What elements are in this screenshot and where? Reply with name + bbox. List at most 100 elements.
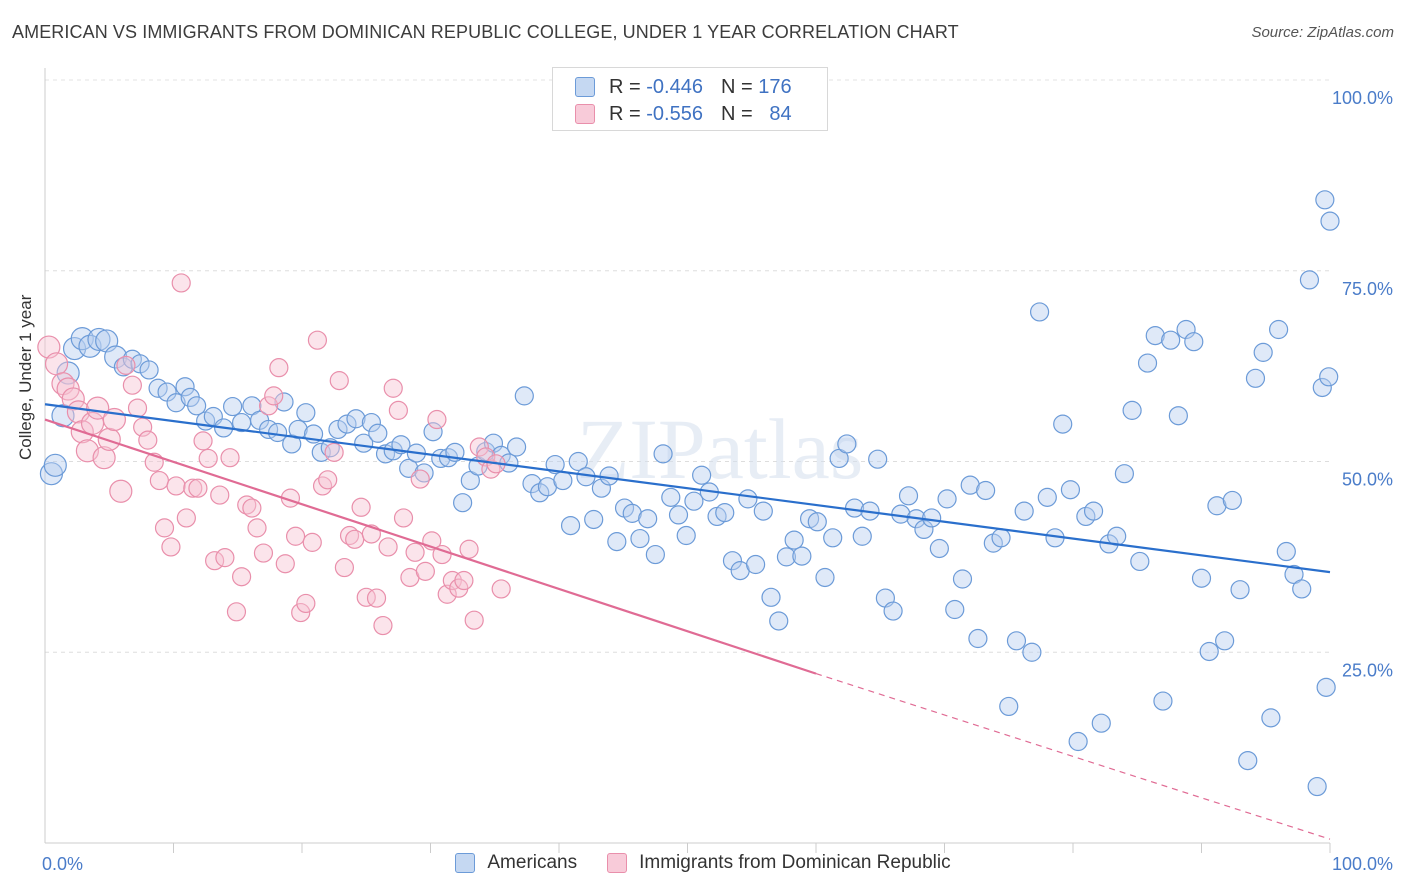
americans-point (1245, 368, 1266, 388)
americans-point (187, 396, 207, 416)
americans-point (423, 422, 443, 442)
americans-point (368, 423, 388, 443)
dominican-point (226, 602, 247, 622)
americans-point (769, 611, 789, 631)
legend-item-americans[interactable]: Americans (455, 852, 577, 874)
dominican-point (220, 448, 240, 468)
americans-point (692, 465, 712, 485)
americans-point (328, 419, 348, 440)
americans-point (1199, 641, 1219, 662)
watermark: ZIPatlas (577, 401, 864, 497)
americans-point (844, 498, 865, 518)
americans-point (761, 587, 781, 607)
dominican-point (215, 548, 235, 568)
americans-point (354, 433, 374, 453)
dominican-point (154, 518, 175, 538)
americans-point (431, 448, 451, 469)
americans-point (591, 478, 612, 498)
dominican-point (210, 485, 230, 505)
americans-point (607, 532, 627, 552)
stats-legend: R = -0.446 N = 176 R = -0.556 N = 84 (552, 67, 828, 131)
series-legend: Americans Immigrants from Dominican Repu… (0, 852, 1406, 874)
americans-point (684, 491, 704, 511)
americans-point (1276, 541, 1296, 562)
americans-point (530, 483, 550, 503)
dominican-point (383, 378, 403, 398)
dominican-point (86, 396, 110, 420)
americans-point (960, 475, 980, 495)
r-value-americans: -0.446 (646, 75, 703, 98)
dominican-point (405, 542, 425, 562)
dominican-point (247, 518, 267, 538)
americans-point (929, 538, 949, 559)
americans-point (722, 551, 743, 571)
dominican-point (92, 446, 116, 470)
americans-point (87, 327, 111, 352)
americans-point (166, 393, 186, 413)
dominican-point (44, 352, 69, 376)
americans-trend-line (44, 403, 1331, 574)
dominican-point (253, 543, 274, 563)
dominican-point (97, 427, 121, 451)
dominican-point (198, 448, 218, 469)
americans-point (1319, 367, 1339, 387)
dominican-point (285, 526, 306, 546)
americans-point (1268, 319, 1289, 340)
y-tick-label: 75.0% (1342, 279, 1393, 299)
dominican-point (237, 495, 257, 515)
americans-point (799, 509, 820, 529)
chart-title: AMERICAN VS IMMIGRANTS FROM DOMINICAN RE… (12, 22, 959, 42)
trend-lines (44, 403, 1331, 840)
americans-point (1068, 731, 1088, 752)
dominican-trend-line (44, 418, 817, 675)
americans-point (361, 412, 381, 433)
dominican-point (366, 588, 387, 608)
dominican-point (149, 470, 169, 491)
americans-point (823, 528, 843, 548)
americans-point (514, 386, 534, 406)
legend-item-dominican[interactable]: Immigrants from Dominican Republic (607, 852, 951, 874)
americans-point (1037, 487, 1057, 507)
dominican-point (109, 479, 133, 503)
dominican-point (318, 470, 338, 490)
americans-point (676, 525, 696, 546)
series-americans-points (39, 190, 1340, 797)
americans-point (1191, 568, 1212, 588)
dominican-point (329, 371, 349, 391)
stats-row-dominican: R = -0.556 N = 84 (575, 101, 792, 127)
dominican-swatch (575, 104, 595, 124)
axes (44, 68, 1331, 853)
americans-point (991, 528, 1011, 548)
americans-point (1060, 480, 1081, 500)
source-label: Source: ZipAtlas.com (1251, 24, 1394, 41)
dominican-point (415, 561, 435, 581)
dominican-point (116, 355, 136, 375)
americans-point (1130, 551, 1150, 572)
dominican-point (345, 529, 365, 549)
americans-point (56, 361, 80, 385)
americans-point (1320, 211, 1340, 231)
americans-point (560, 515, 581, 536)
r-value-dominican: -0.556 (646, 102, 703, 125)
americans-point (645, 544, 665, 565)
n-value-dominican: 84 (769, 102, 792, 125)
dominican-point (302, 532, 322, 552)
americans-point (738, 489, 758, 509)
dominican-point (138, 430, 158, 450)
y-tick-label: 25.0% (1342, 660, 1393, 680)
dominican-point (324, 442, 344, 462)
americans-point (337, 414, 357, 434)
americans-point (837, 434, 857, 454)
n-value-americans: 176 (758, 75, 792, 98)
dominican-point (312, 476, 333, 496)
dominican-point (275, 554, 295, 574)
americans-point (1122, 400, 1142, 420)
americans-point (296, 403, 316, 423)
dominican-point (393, 508, 414, 528)
dominican-swatch (607, 853, 628, 873)
americans-point (952, 569, 973, 589)
dominican-point (176, 508, 196, 528)
americans-point (815, 567, 835, 588)
americans-point (792, 546, 812, 566)
americans-point (784, 530, 804, 550)
